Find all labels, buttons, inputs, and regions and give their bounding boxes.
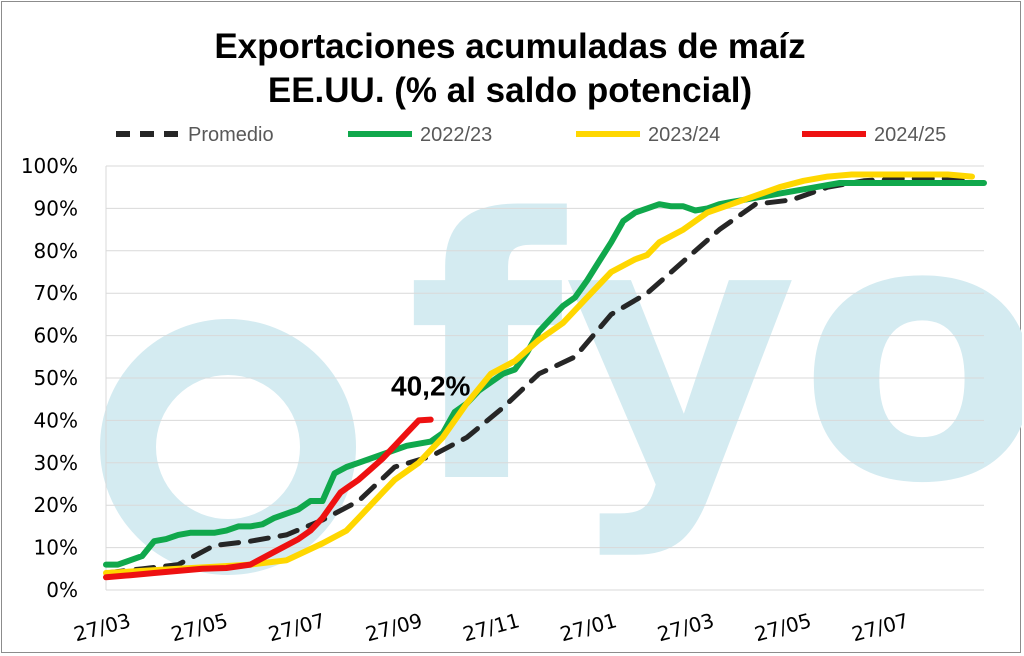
watermark: fyo [100,143,1022,575]
x-tick-label: 27/05 [168,608,230,646]
x-tick-label: 27/09 [363,608,425,646]
x-tick-label: 27/01 [557,608,619,646]
series-line-2023-24 [103,171,975,576]
y-tick-label: 100% [21,154,78,178]
x-tick-label: 27/11 [460,608,522,646]
y-tick-label: 60% [34,324,78,348]
legend-label: Promedio [188,124,274,146]
y-tick-label: 30% [34,451,78,475]
y-tick-label: 10% [34,536,78,560]
y-tick-label: 70% [34,281,78,305]
annotation-label: 40,2% [391,371,470,402]
legend: Promedio 2022/23 2023/24 2024/25 [116,124,946,146]
y-tick-label: 0% [46,578,78,602]
legend-label: 2024/25 [874,124,946,146]
annotation-layer: 40,2% [391,371,470,402]
x-tick-label: 27/03 [71,608,133,646]
series-layer [103,171,987,581]
chart-title-line2: EE.UU. (% al saldo potencial) [268,71,752,110]
x-tick-label: 27/07 [266,608,328,646]
y-tick-label: 20% [34,493,78,517]
y-tick-label: 90% [34,196,78,220]
series-line-2024-25 [103,416,434,581]
chart-title-line1: Exportaciones acumuladas de maíz [214,27,805,66]
series-line-2022-23 [103,180,987,568]
legend-label: 2022/23 [420,124,492,146]
y-tick-label: 40% [34,408,78,432]
watermark-ring [100,319,356,575]
x-tick-label: 27/07 [849,608,911,646]
legend-label: 2023/24 [648,124,720,146]
y-tick-label: 50% [34,366,78,390]
y-tick-label: 80% [34,239,78,263]
x-tick-label: 27/03 [655,608,717,646]
x-tick-label: 27/05 [752,608,814,646]
